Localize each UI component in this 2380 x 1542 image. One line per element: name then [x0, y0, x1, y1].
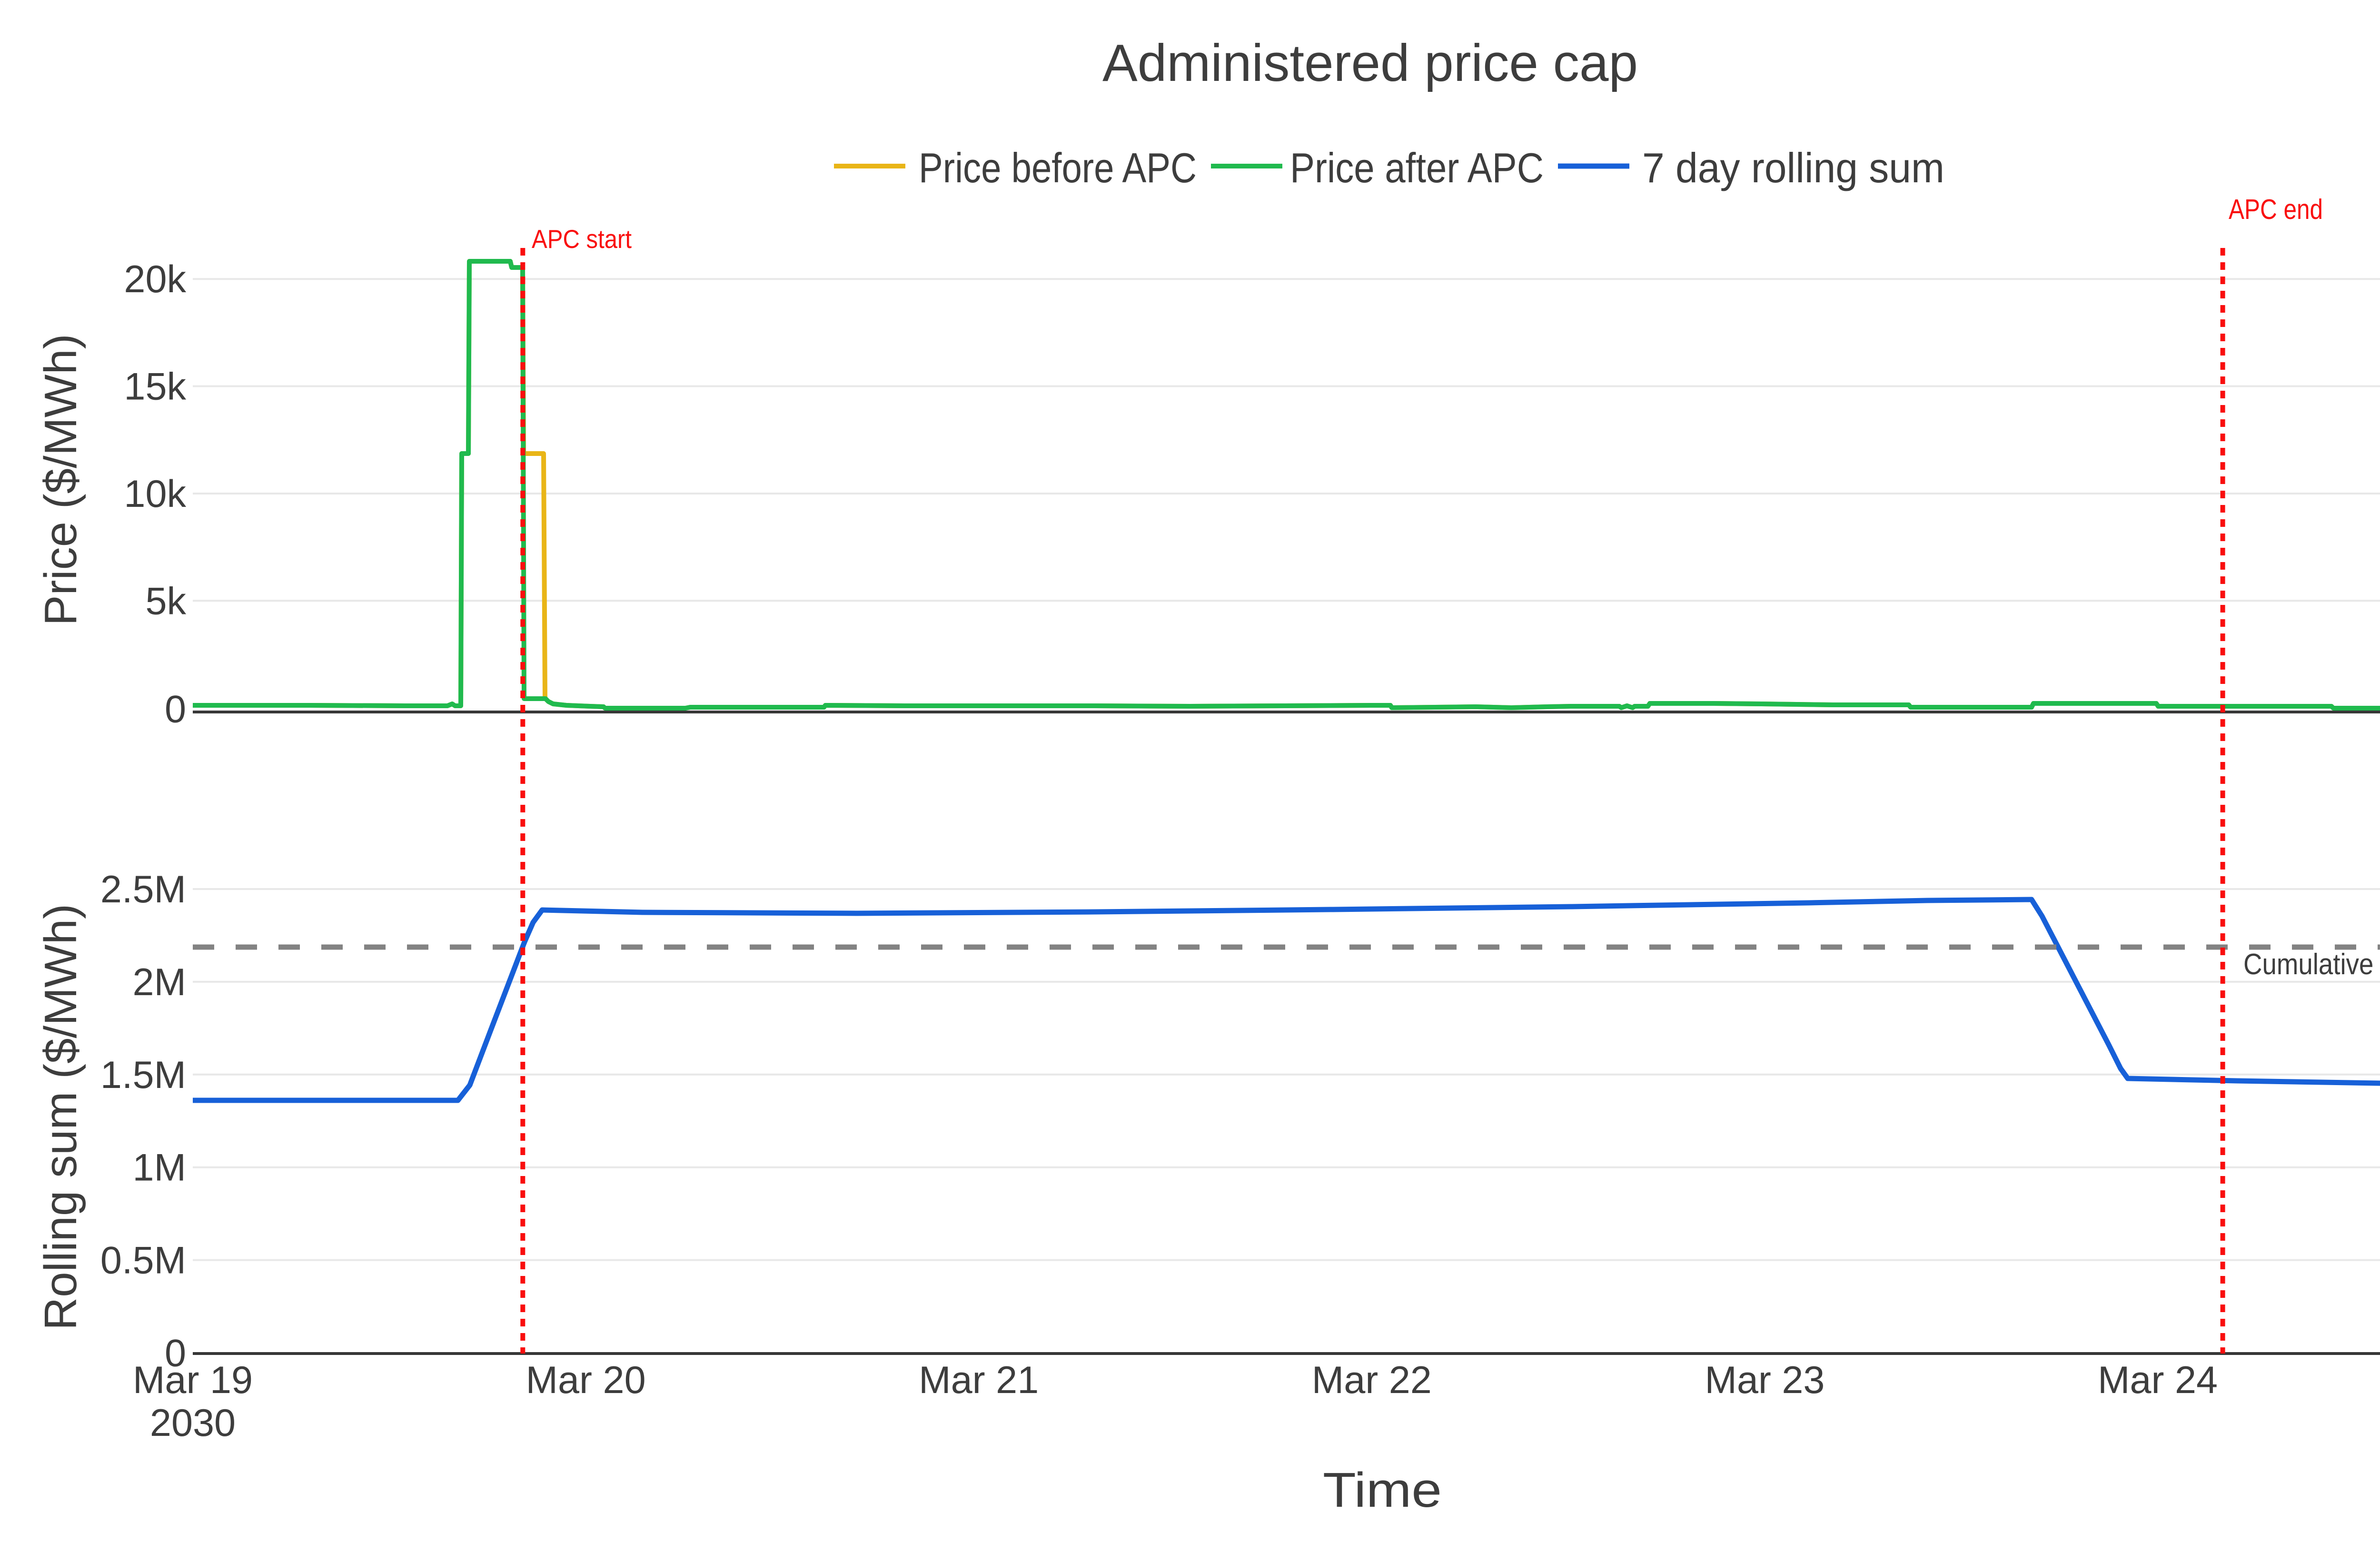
svg-text:Mar 23: Mar 23	[1705, 1359, 1825, 1402]
svg-text:5k: 5k	[145, 580, 186, 623]
svg-text:Price ($/MWh): Price ($/MWh)	[35, 334, 86, 625]
svg-text:Administered price cap: Administered price cap	[1102, 34, 1638, 92]
svg-text:Rolling sum ($/MWh): Rolling sum ($/MWh)	[35, 904, 86, 1330]
svg-text:20k: 20k	[124, 258, 186, 301]
svg-text:APC start: APC start	[532, 224, 632, 254]
svg-text:1.5M: 1.5M	[100, 1054, 186, 1097]
svg-text:0.5M: 0.5M	[100, 1239, 186, 1282]
svg-text:Mar 19: Mar 19	[133, 1359, 253, 1402]
svg-text:Mar 24: Mar 24	[2098, 1359, 2218, 1402]
svg-text:Price before APC: Price before APC	[919, 144, 1197, 191]
svg-text:Time: Time	[1323, 1463, 1442, 1517]
svg-text:2.5M: 2.5M	[100, 868, 186, 911]
svg-text:0: 0	[165, 1332, 186, 1375]
svg-text:Cumulative price threshold: Cumulative price threshold	[2243, 948, 2380, 981]
svg-text:0: 0	[165, 688, 186, 731]
svg-text:1M: 1M	[132, 1147, 186, 1189]
svg-text:15k: 15k	[124, 366, 186, 408]
svg-text:2030: 2030	[150, 1402, 236, 1444]
svg-text:10k: 10k	[124, 473, 186, 515]
svg-text:Mar 20: Mar 20	[526, 1359, 646, 1402]
svg-text:7 day rolling sum: 7 day rolling sum	[1642, 144, 1944, 191]
svg-text:APC end: APC end	[2229, 194, 2323, 225]
svg-text:Mar 22: Mar 22	[1312, 1359, 1432, 1402]
svg-text:2M: 2M	[132, 961, 186, 1004]
svg-text:Price after APC: Price after APC	[1290, 144, 1544, 191]
svg-text:Mar 21: Mar 21	[919, 1359, 1039, 1402]
